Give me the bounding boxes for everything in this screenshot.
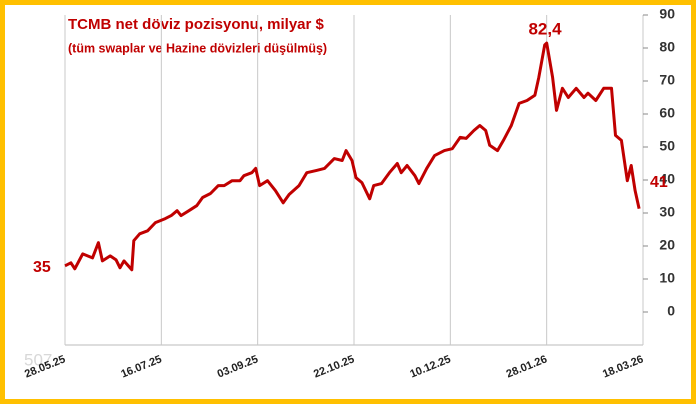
x-tick-label: 18.03.26: [601, 353, 645, 380]
data-line: [64, 41, 641, 272]
annotation: 82,4: [528, 19, 562, 38]
x-tick-label: 03.09.25: [216, 353, 260, 380]
x-tick-label: 16.07.25: [119, 353, 163, 380]
y-tick-label: 60: [659, 105, 675, 121]
y-tick-label: 30: [659, 204, 675, 220]
y-tick-label: 80: [659, 39, 675, 55]
chart-title: TCMB net döviz pozisyonu, milyar $: [68, 16, 325, 33]
y-tick-label: 40: [659, 171, 675, 187]
chart-subtitle: (tüm swaplar ve Hazine dövizleri düşülmü…: [68, 41, 327, 55]
y-tick-label: 10: [659, 270, 675, 286]
y-tick-label: 50: [659, 138, 675, 154]
x-tick-label: 22.10.25: [312, 353, 356, 380]
watermark: 507: [24, 350, 52, 369]
annotation: 41: [650, 174, 668, 191]
y-tick-label: 20: [659, 237, 675, 253]
x-tick-label: 10.12.25: [408, 353, 452, 380]
y-tick-label: 70: [659, 72, 675, 88]
annotation: 35: [33, 259, 51, 276]
y-tick-label: 0: [667, 303, 675, 319]
y-tick-label: 90: [659, 6, 675, 22]
x-tick-label: 28.01.26: [505, 353, 549, 380]
